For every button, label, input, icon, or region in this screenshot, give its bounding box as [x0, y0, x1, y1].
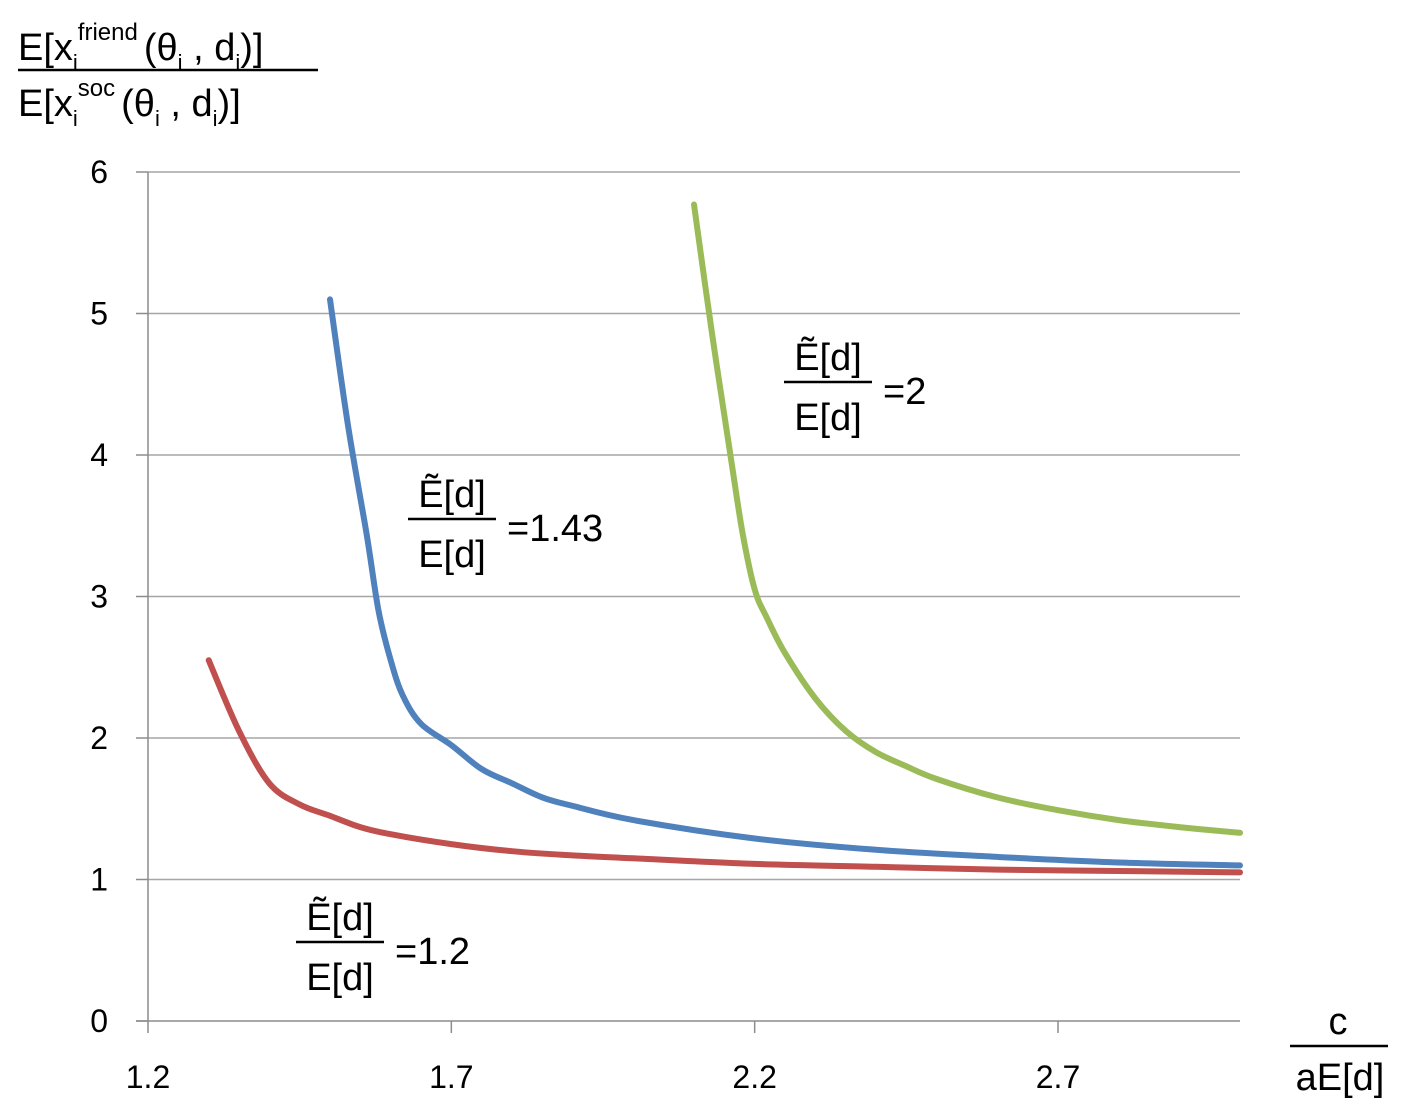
x-tick-label: 2.2	[732, 1059, 776, 1095]
grid	[148, 171, 1240, 881]
series-line-2	[691, 201, 1243, 836]
y-tick-label: 4	[90, 437, 108, 473]
x-tick-label: 2.7	[1036, 1059, 1080, 1095]
x-tick-label: 1.2	[126, 1059, 170, 1095]
y-tick-label: 1	[90, 862, 108, 898]
series-label-1-2: Ẽ[d] E[d] =1.2	[296, 896, 470, 999]
y-tick-label: 6	[90, 154, 108, 190]
x-axis-label-denominator: aE[d]	[1296, 1057, 1385, 1099]
x-axis-label-numerator: c	[1329, 1001, 1348, 1043]
x-axis-label: c aE[d]	[1290, 1001, 1388, 1099]
series-label-2: Ẽ[d] E[d] =2	[784, 336, 926, 439]
y-tick-label: 2	[90, 720, 108, 756]
y-tick-label: 3	[90, 579, 108, 615]
x-tick-label: 1.7	[429, 1059, 473, 1095]
series-line-1-43	[327, 296, 1243, 869]
series-label-denominator: E[d]	[794, 397, 862, 439]
series-label-1-43: Ẽ[d] E[d] =1.43	[408, 473, 603, 576]
series-label-value: =2	[883, 371, 926, 413]
series-label-numerator: Ẽ[d]	[306, 896, 374, 939]
y-axis-label-denominator: E[xisoc (θi , di)]	[18, 75, 241, 131]
y-axis-label: E[xifriend (θi , di)] E[xisoc (θi , di)]	[18, 19, 318, 131]
series-line-1-2	[205, 657, 1243, 876]
tick-labels: 0 1 2 3 4 5 6 1.2 1.7 2.2 2.7	[90, 154, 1080, 1095]
series	[205, 201, 1243, 876]
series-label-denominator: E[d]	[418, 534, 486, 576]
series-label-value: =1.2	[395, 931, 470, 973]
series-labels: Ẽ[d] E[d] =1.2 Ẽ[d] E[d] =1.43 Ẽ[d] E[d] =2	[296, 336, 926, 999]
series-label-denominator: E[d]	[306, 957, 374, 999]
y-tick-label: 5	[90, 296, 108, 332]
y-tick-label: 0	[90, 1003, 108, 1039]
axes	[136, 171, 1240, 1033]
series-label-numerator: Ẽ[d]	[794, 336, 862, 379]
y-axis-label-numerator: E[xifriend (θi , di)]	[18, 19, 263, 75]
series-label-value: =1.43	[507, 508, 603, 550]
series-label-numerator: Ẽ[d]	[418, 473, 486, 516]
